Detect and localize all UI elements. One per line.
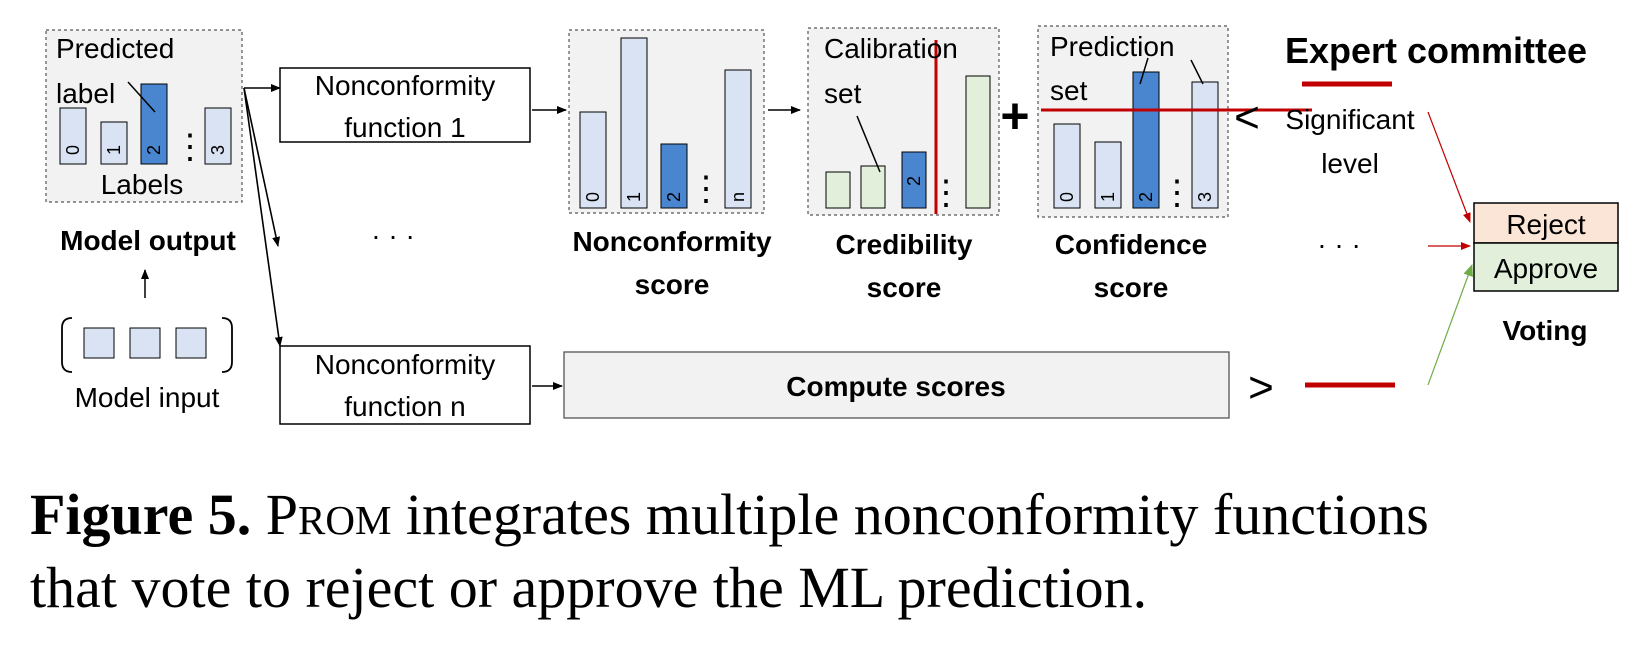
confidence-bar-3: [1191, 81, 1219, 209]
confidence-dots: ⋮: [1160, 174, 1194, 212]
credibility-predicted-bar: [901, 151, 927, 209]
reject-label: Reject: [1506, 209, 1586, 240]
function-1-line2: function 1: [344, 112, 465, 143]
score-dots: ⋮: [689, 170, 723, 208]
nonconformity-score-panel: 0 1 2 n ⋮: [568, 29, 765, 214]
output-dots: ⋮: [173, 128, 207, 166]
score-bar-label-1: 1: [624, 192, 644, 202]
prediction-set-line1: Prediction: [1050, 31, 1175, 62]
credibility-panel: 2 ⋮ Calibration set: [807, 27, 1000, 216]
significant-level-line2: level: [1321, 148, 1379, 179]
caption-line1-rest: integrates multiple nonconformity functi…: [405, 482, 1429, 547]
output-bar-label-3: 3: [208, 145, 228, 155]
nonconformity-function-n-box: [279, 345, 531, 425]
expert-committee-title: Expert committee: [1285, 30, 1587, 71]
model-output-panel: 0 1 2 3 ⋮ Predicted label Labels: [45, 29, 243, 203]
compute-scores-box: [563, 351, 1230, 419]
credibility-score-title-2: score: [867, 272, 942, 303]
labels-axis-text: Labels: [101, 169, 184, 200]
output-bar-2-predicted: [140, 83, 168, 165]
figure-caption: Figure 5. Prom integrates multiple nonco…: [30, 478, 1630, 624]
score-bar-0: [579, 111, 607, 209]
function-n-line2: function n: [344, 391, 465, 422]
calibration-set-line2: set: [824, 78, 862, 109]
confidence-score-title-1: Confidence: [1055, 229, 1207, 260]
function-n-line1: Nonconformity: [315, 349, 496, 380]
input-cell-3: [175, 327, 207, 359]
nonconformity-function-1-box: [279, 67, 531, 143]
confidence-bar-1: [1094, 141, 1122, 209]
label-text: label: [56, 78, 115, 109]
confidence-panel: 0 1 2 3 ⋮ Prediction set: [1037, 25, 1312, 218]
caption-prom: Prom: [265, 482, 392, 547]
score-bar-1: [620, 37, 648, 209]
credibility-bar-label: 2: [904, 176, 924, 186]
greater-than-sign: >: [1248, 363, 1274, 412]
model-input-vector: [61, 317, 233, 373]
caption-figure-number: Figure 5.: [30, 482, 252, 547]
plus-sign: +: [1000, 88, 1029, 144]
confidence-bar-0: [1053, 123, 1081, 209]
input-cell-1: [83, 327, 115, 359]
calibration-set-line1: Calibration: [824, 33, 958, 64]
output-bar-1: [100, 121, 128, 165]
nonconformity-score-title-1: Nonconformity: [572, 226, 772, 257]
output-bar-label-1: 1: [104, 145, 124, 155]
model-input-title: Model input: [75, 382, 220, 413]
confidence-bar-label-2: 2: [1136, 192, 1156, 202]
score-bar-label-2: 2: [664, 192, 684, 202]
approve-box: [1473, 242, 1619, 292]
compute-scores-label: Compute scores: [786, 371, 1005, 402]
expert-ellipsis: · · ·: [1317, 229, 1361, 260]
caption-line-2: that vote to reject or approve the ML pr…: [30, 555, 1148, 620]
output-bar-label-2: 2: [144, 145, 164, 155]
confidence-score-title-2: score: [1094, 272, 1169, 303]
approve-label: Approve: [1494, 253, 1598, 284]
score-bar-n: [724, 69, 752, 209]
prediction-set-line2: set: [1050, 75, 1088, 106]
less-than-sign: <: [1234, 93, 1260, 142]
calibration-bar-1: [825, 171, 851, 209]
nonconformity-score-title-2: score: [635, 269, 710, 300]
score-bar-label-0: 0: [583, 192, 603, 202]
model-output-title: Model output: [60, 225, 236, 256]
score-bar-2: [660, 143, 688, 209]
prom-diagram: 0 1 2 3 ⋮ Predicted label Labels Model o…: [45, 25, 1619, 425]
confidence-bar-label-0: 0: [1057, 192, 1077, 202]
voting-title: Voting: [1502, 315, 1587, 346]
predicted-text: Predicted: [56, 33, 174, 64]
function-1-line1: Nonconformity: [315, 70, 496, 101]
caption-line-1: Figure 5. Prom integrates multiple nonco…: [30, 478, 1630, 551]
output-bar-3: [204, 107, 232, 165]
credibility-dots: ⋮: [929, 174, 963, 212]
score-bar-label-n: n: [728, 192, 748, 202]
output-bar-0: [59, 107, 87, 165]
calibration-bar-3: [965, 75, 991, 209]
output-bar-label-0: 0: [63, 145, 83, 155]
input-cell-2: [129, 327, 161, 359]
confidence-bar-label-3: 3: [1195, 192, 1215, 202]
functions-ellipsis: · · ·: [371, 220, 415, 251]
reject-box: [1473, 202, 1619, 244]
significant-level-line1: Significant: [1285, 104, 1414, 135]
credibility-score-title-1: Credibility: [836, 229, 973, 260]
confidence-bar-label-1: 1: [1098, 192, 1118, 202]
confidence-bar-2: [1132, 71, 1160, 209]
calibration-bar-2: [860, 165, 886, 209]
